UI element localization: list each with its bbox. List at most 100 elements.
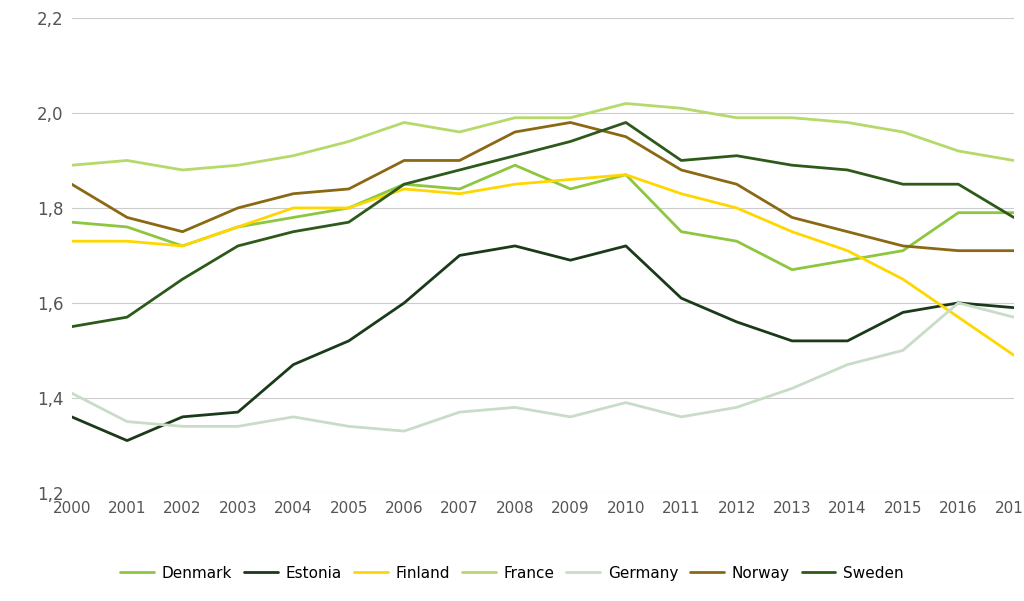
Finland [509, 180, 521, 188]
Sweden [564, 138, 577, 145]
Sweden [730, 152, 742, 159]
Finland [564, 176, 577, 183]
France [121, 157, 133, 164]
Finland [343, 204, 355, 212]
France [509, 114, 521, 121]
Sweden [287, 228, 299, 236]
Denmark [66, 219, 78, 226]
Denmark [121, 224, 133, 231]
Denmark [176, 242, 188, 249]
Germany [675, 413, 687, 421]
Norway [121, 214, 133, 221]
Sweden [952, 180, 965, 188]
Finland [786, 228, 799, 236]
France [952, 147, 965, 154]
Finland [176, 242, 188, 249]
Denmark [343, 204, 355, 212]
Germany [454, 409, 466, 416]
Norway [66, 180, 78, 188]
France [176, 166, 188, 174]
Germany [231, 423, 244, 430]
Finland [1008, 352, 1020, 359]
Norway [620, 133, 632, 141]
France [398, 119, 411, 126]
Sweden [454, 166, 466, 174]
Finland [454, 190, 466, 197]
Sweden [176, 276, 188, 283]
Line: Denmark: Denmark [72, 165, 1014, 270]
France [730, 114, 742, 121]
Norway [287, 190, 299, 197]
Norway [1008, 247, 1020, 254]
Estonia [786, 337, 799, 344]
Finland [231, 224, 244, 231]
Norway [564, 119, 577, 126]
France [66, 162, 78, 169]
Estonia [897, 309, 909, 316]
Germany [509, 404, 521, 411]
Estonia [231, 409, 244, 416]
Estonia [66, 413, 78, 421]
Norway [952, 247, 965, 254]
Germany [343, 423, 355, 430]
Estonia [842, 337, 854, 344]
Estonia [287, 361, 299, 368]
Norway [897, 242, 909, 249]
Germany [897, 347, 909, 354]
Estonia [730, 319, 742, 326]
Finland [287, 204, 299, 212]
Estonia [564, 257, 577, 264]
Estonia [952, 299, 965, 307]
Sweden [398, 180, 411, 188]
France [897, 129, 909, 136]
Finland [121, 237, 133, 245]
Denmark [231, 224, 244, 231]
Sweden [786, 162, 799, 169]
France [564, 114, 577, 121]
Denmark [952, 209, 965, 216]
France [231, 162, 244, 169]
Germany [176, 423, 188, 430]
Estonia [343, 337, 355, 344]
Norway [675, 166, 687, 174]
Sweden [675, 157, 687, 164]
Denmark [730, 237, 742, 245]
Denmark [620, 171, 632, 178]
Finland [398, 185, 411, 192]
Germany [952, 299, 965, 307]
Germany [564, 413, 577, 421]
Estonia [454, 252, 466, 259]
Germany [786, 385, 799, 392]
France [287, 152, 299, 159]
Germany [1008, 314, 1020, 321]
Denmark [842, 257, 854, 264]
Estonia [620, 242, 632, 249]
Denmark [786, 266, 799, 273]
France [620, 100, 632, 107]
Germany [842, 361, 854, 368]
Norway [509, 129, 521, 136]
Finland [675, 190, 687, 197]
Line: Germany: Germany [72, 303, 1014, 431]
Finland [730, 204, 742, 212]
Line: Sweden: Sweden [72, 123, 1014, 327]
France [786, 114, 799, 121]
Denmark [398, 180, 411, 188]
Germany [66, 389, 78, 397]
Estonia [1008, 304, 1020, 311]
Norway [398, 157, 411, 164]
Norway [231, 204, 244, 212]
Line: Finland: Finland [72, 175, 1014, 355]
France [675, 105, 687, 112]
Line: Estonia: Estonia [72, 246, 1014, 441]
France [454, 129, 466, 136]
Estonia [509, 242, 521, 249]
Denmark [564, 185, 577, 192]
France [343, 138, 355, 145]
Sweden [897, 180, 909, 188]
Line: Norway: Norway [72, 123, 1014, 251]
Sweden [1008, 214, 1020, 221]
Sweden [620, 119, 632, 126]
Norway [786, 214, 799, 221]
Finland [842, 247, 854, 254]
